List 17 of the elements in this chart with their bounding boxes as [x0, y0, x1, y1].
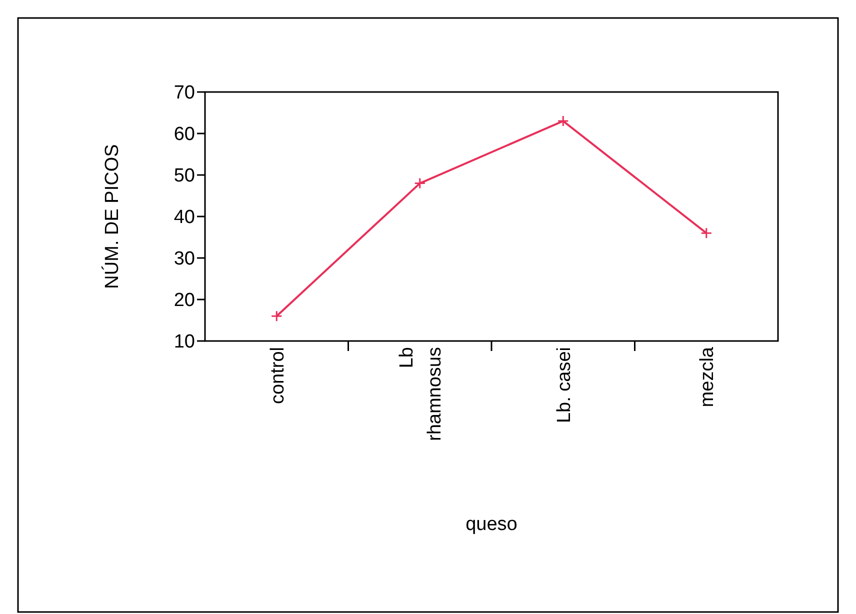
x-tick-label: Lb rhamnosus — [396, 347, 446, 441]
y-tick-label: 70 — [174, 82, 195, 104]
y-tick-label: 50 — [174, 166, 195, 187]
x-tick-label: control — [267, 347, 288, 404]
y-tick-label: 30 — [174, 248, 195, 270]
x-axis-title: queso — [466, 514, 518, 535]
point — [414, 178, 426, 190]
y-tick-label: 60 — [174, 124, 195, 146]
point — [557, 115, 569, 127]
y-tick-label: 10 — [174, 332, 195, 353]
y-axis-title: NÚM. DE PICOS — [101, 144, 123, 289]
point — [700, 227, 712, 239]
x-tick-label: Lb. casei — [554, 347, 575, 424]
y-tick-label: 20 — [174, 290, 195, 312]
x-tick-label: mezcla — [697, 346, 718, 408]
y-tick-label: 40 — [174, 207, 195, 228]
point — [270, 310, 282, 322]
